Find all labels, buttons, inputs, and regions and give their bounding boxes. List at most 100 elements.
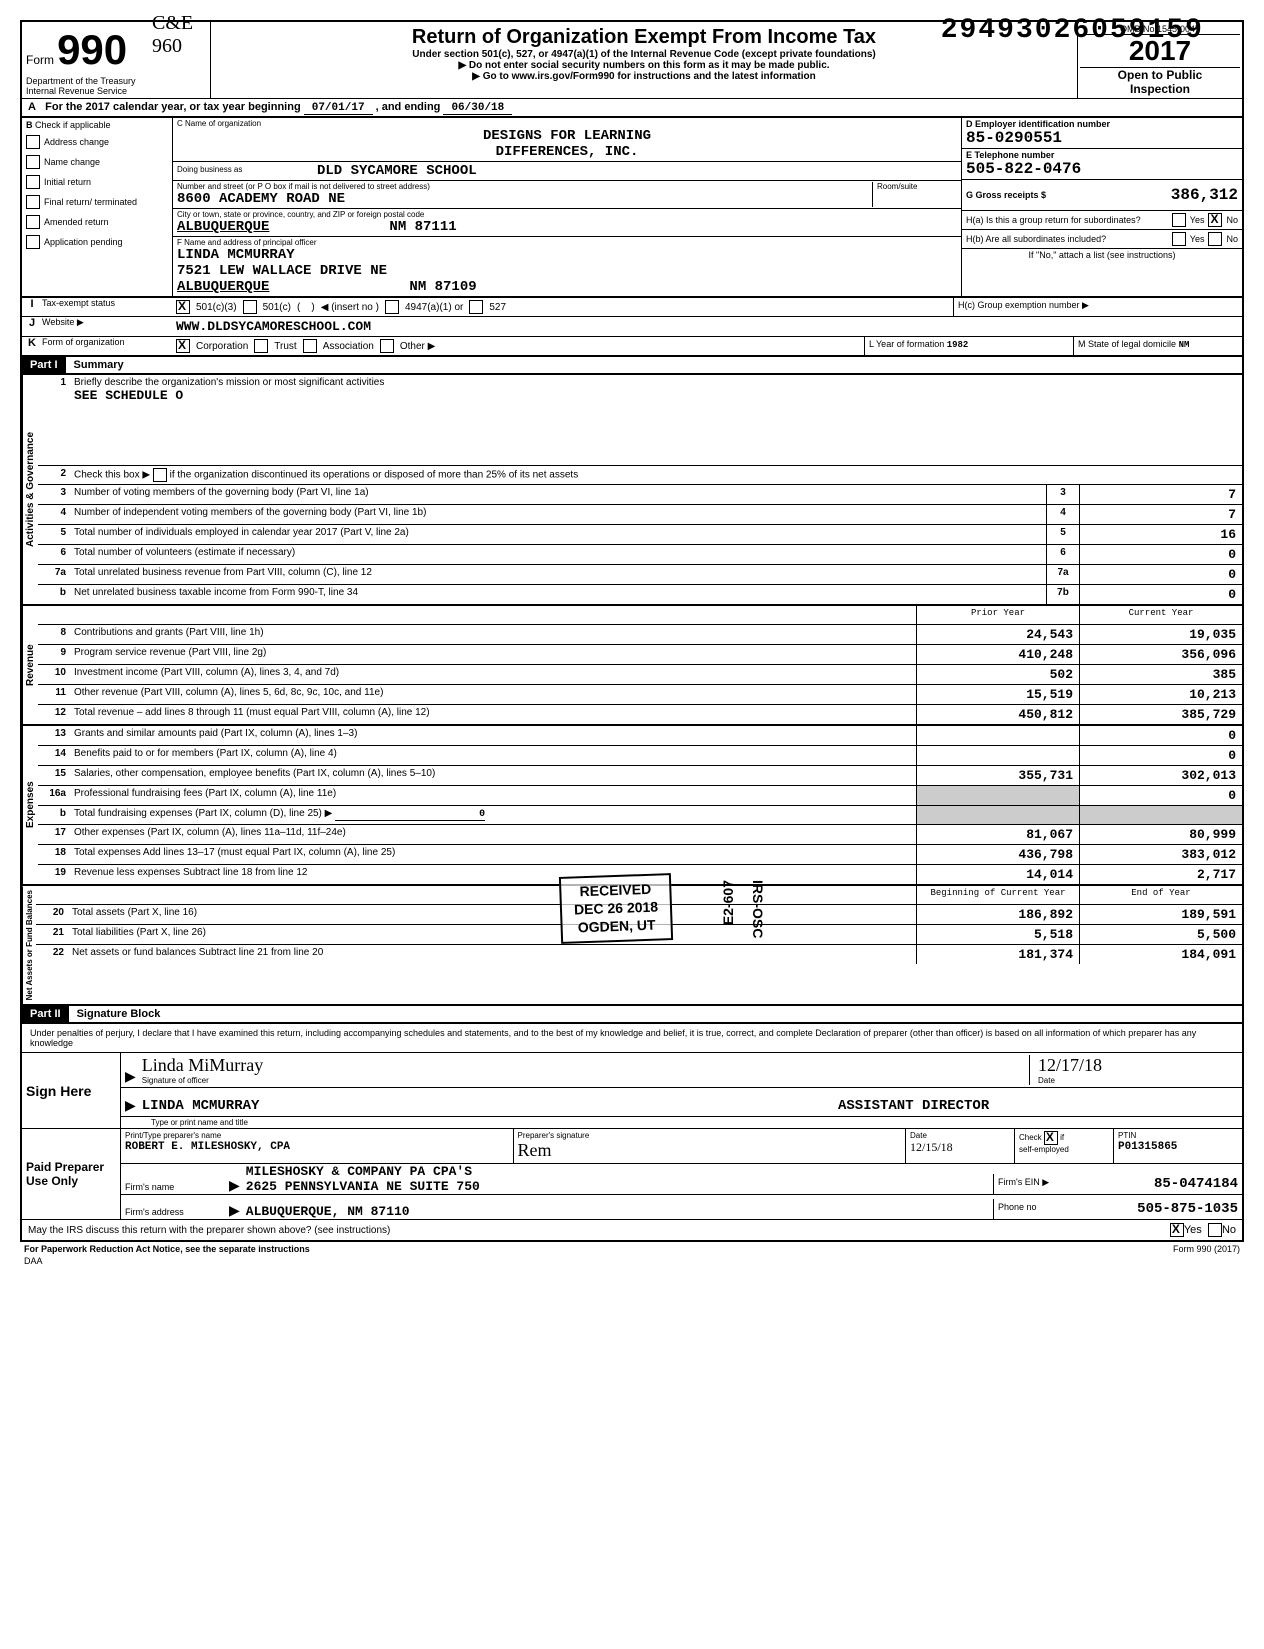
row-i: I Tax-exempt status 501(c)(3) 501(c) ( )… <box>20 298 1244 317</box>
firm-ein: 85-0474184 <box>1154 1176 1238 1192</box>
vert-label-net-assets: Net Assets or Fund Balances <box>22 886 36 1004</box>
check-address-change[interactable] <box>26 135 40 149</box>
val-7b: 0 <box>1079 585 1242 604</box>
val-12p: 450,812 <box>916 705 1079 724</box>
perjury-statement: Under penalties of perjury, I declare th… <box>22 1024 1242 1052</box>
part-1-header: Part I Summary <box>20 357 1244 375</box>
officer-street: 7521 LEW WALLACE DRIVE NE <box>177 263 957 279</box>
val-5: 16 <box>1079 525 1242 544</box>
val-11c: 10,213 <box>1079 685 1242 704</box>
check-ha-yes[interactable] <box>1172 213 1186 227</box>
form-number: 990 <box>57 26 127 73</box>
state-zip: NM 87111 <box>389 219 456 235</box>
val-22p: 181,374 <box>916 945 1079 964</box>
val-15p: 355,731 <box>916 766 1079 785</box>
prior-year-header: Prior Year <box>916 606 1079 624</box>
received-stamp: RECEIVED DEC 26 2018 OGDEN, UT <box>559 873 673 943</box>
tax-begin: 07/01/17 <box>304 102 373 115</box>
check-association[interactable] <box>303 339 317 353</box>
check-application-pending[interactable] <box>26 235 40 249</box>
firm-addr-1: 2625 PENNSYLVANIA NE SUITE 750 <box>246 1179 480 1194</box>
subtitle-2: ▶ Do not enter social security numbers o… <box>215 60 1073 71</box>
gross-receipts: 386,312 <box>1046 186 1238 204</box>
val-8p: 24,543 <box>916 625 1079 644</box>
city: ALBUQUERQUE <box>177 219 269 235</box>
check-discontinued[interactable] <box>153 468 167 482</box>
val-19p: 14,014 <box>916 865 1079 884</box>
check-discuss-no[interactable] <box>1208 1223 1222 1237</box>
signature-block: Under penalties of perjury, I declare th… <box>20 1024 1244 1242</box>
val-6: 0 <box>1079 545 1242 564</box>
website: WWW.DLDSYCAMORESCHOOL.COM <box>172 317 1242 336</box>
check-self-employed[interactable] <box>1044 1131 1058 1145</box>
part-2-header: Part II Signature Block <box>20 1006 1244 1024</box>
activities-governance-section: Activities & Governance 1 Briefly descri… <box>20 375 1244 606</box>
dept-irs: Internal Revenue Service <box>26 86 136 96</box>
val-14p <box>916 746 1079 765</box>
val-11p: 15,519 <box>916 685 1079 704</box>
check-501c3[interactable] <box>176 300 190 314</box>
firm-addr-2: ALBUQUERQUE, NM 87110 <box>246 1204 410 1219</box>
org-name-2: DIFFERENCES, INC. <box>177 144 957 160</box>
current-year-header: Current Year <box>1079 606 1242 624</box>
val-21c: 5,500 <box>1079 925 1242 944</box>
subtitle-1: Under section 501(c), 527, or 4947(a)(1)… <box>215 49 1073 60</box>
hand-annotation: C&E 960 <box>152 12 210 58</box>
check-4947[interactable] <box>385 300 399 314</box>
check-initial-return[interactable] <box>26 175 40 189</box>
officer-printed-name: LINDA MCMURRAY <box>142 1098 260 1114</box>
val-10c: 385 <box>1079 665 1242 684</box>
check-name-change[interactable] <box>26 155 40 169</box>
preparer-signature: Rem <box>518 1140 552 1160</box>
check-discuss-yes[interactable] <box>1170 1223 1184 1237</box>
officer-state-zip: NM 87109 <box>409 279 476 295</box>
check-amended-return[interactable] <box>26 215 40 229</box>
vert-label-expenses: Expenses <box>22 726 38 884</box>
check-corporation[interactable] <box>176 339 190 353</box>
val-13p <box>916 726 1079 745</box>
val-13c: 0 <box>1079 726 1242 745</box>
val-7a: 0 <box>1079 565 1242 584</box>
footer: For Paperwork Reduction Act Notice, see … <box>20 1242 1244 1256</box>
officer-city: ALBUQUERQUE <box>177 279 269 295</box>
tax-end: 06/30/18 <box>443 102 512 115</box>
column-b: B Check if applicable Address change Nam… <box>22 118 173 296</box>
preparer-name: ROBERT E. MILESHOSKY, CPA <box>125 1141 290 1153</box>
subtitle-3: ▶ Go to www.irs.gov/Form990 for instruct… <box>215 71 1073 82</box>
val-20p: 186,892 <box>916 905 1079 924</box>
state-domicile: NM <box>1179 340 1190 350</box>
check-ha-no[interactable] <box>1208 213 1222 227</box>
check-501c[interactable] <box>243 300 257 314</box>
check-final-return[interactable] <box>26 195 40 209</box>
check-other[interactable] <box>380 339 394 353</box>
val-14c: 0 <box>1079 746 1242 765</box>
dba: DLD SYCAMORE SCHOOL <box>317 163 477 179</box>
officer-name: LINDA MCMURRAY <box>177 247 957 263</box>
val-17p: 81,067 <box>916 825 1079 844</box>
org-name-1: DESIGNS FOR LEARNING <box>177 128 957 144</box>
document-number: 29493026059159 <box>941 15 1204 46</box>
check-trust[interactable] <box>254 339 268 353</box>
val-4: 7 <box>1079 505 1242 524</box>
hc-label: H(c) Group exemption number ▶ <box>953 298 1242 316</box>
check-hb-no[interactable] <box>1208 232 1222 246</box>
street-address: 8600 ACADEMY ROAD NE <box>177 191 872 207</box>
paid-preparer-label: Paid Preparer Use Only <box>22 1129 121 1219</box>
mission-text: SEE SCHEDULE O <box>74 388 183 403</box>
val-16ac: 0 <box>1079 786 1242 805</box>
year-formation: 1982 <box>947 340 969 350</box>
val-15c: 302,013 <box>1079 766 1242 785</box>
val-22c: 184,091 <box>1079 945 1242 964</box>
row-k: K Form of organization Corporation Trust… <box>20 337 1244 357</box>
signature-date: 12/17/18 <box>1038 1055 1102 1075</box>
val-8c: 19,035 <box>1079 625 1242 644</box>
val-3: 7 <box>1079 485 1242 504</box>
daa: DAA <box>20 1256 1244 1266</box>
check-527[interactable] <box>469 300 483 314</box>
ptin: P01315865 <box>1118 1141 1177 1153</box>
val-16ap <box>916 786 1079 805</box>
end-year-header: End of Year <box>1079 886 1242 904</box>
check-hb-yes[interactable] <box>1172 232 1186 246</box>
val-21p: 5,518 <box>916 925 1079 944</box>
vert-label-governance: Activities & Governance <box>22 375 38 604</box>
